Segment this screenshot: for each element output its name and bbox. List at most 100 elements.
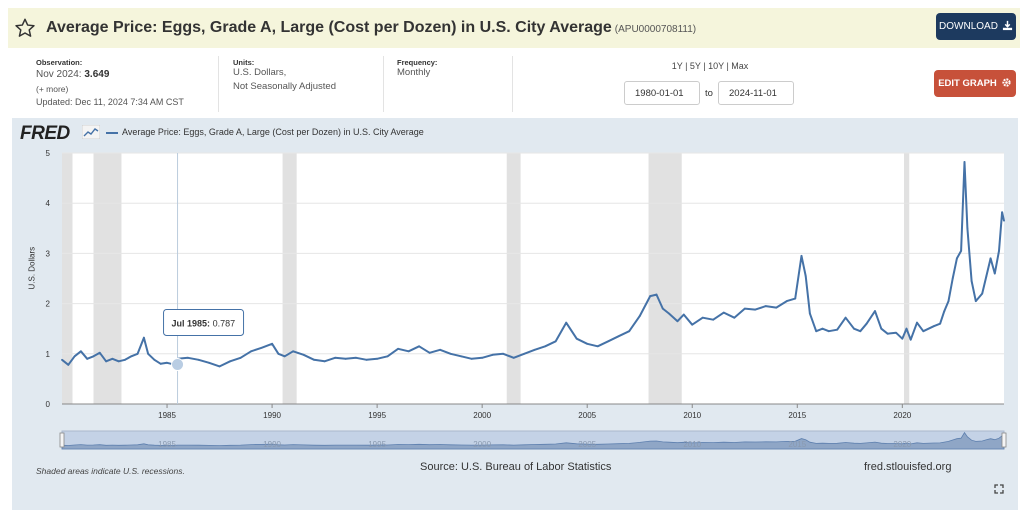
navigator-series: [61, 431, 1005, 450]
edit-graph-button[interactable]: EDIT GRAPH: [934, 70, 1016, 97]
navigator-tick-label: 2015: [788, 440, 806, 449]
data-point: [905, 327, 908, 330]
data-point: [449, 352, 452, 355]
download-icon: [1002, 20, 1013, 34]
data-point: [607, 340, 610, 343]
data-point: [302, 353, 305, 356]
divider: [218, 56, 219, 112]
legend-label: Average Price: Eggs, Grade A, Large (Cos…: [122, 127, 424, 137]
data-point: [989, 257, 992, 260]
observation-value: 3.649: [84, 69, 110, 80]
y-tick-label: 2: [46, 300, 51, 309]
data-point: [859, 330, 862, 333]
data-point: [922, 330, 925, 333]
data-point: [260, 346, 263, 349]
x-tick-label: 1990: [263, 411, 281, 420]
data-point: [800, 255, 803, 257]
data-point: [628, 330, 631, 333]
data-point: [895, 331, 897, 334]
data-point: [853, 327, 855, 330]
data-point: [292, 350, 294, 353]
data-point: [365, 358, 368, 361]
frequency-value: Monthly: [397, 67, 431, 78]
data-point: [147, 352, 150, 355]
legend-swatch: [106, 132, 118, 134]
data-point: [638, 315, 641, 318]
data-point: [428, 351, 431, 354]
tooltip-label: Jul 1985: 0.787: [172, 318, 236, 328]
data-point: [554, 340, 557, 343]
data-point: [208, 361, 210, 364]
data-point: [661, 307, 664, 310]
navigator-tick-label: 2020: [893, 440, 911, 449]
y-tick-label: 3: [46, 249, 51, 258]
data-point: [80, 350, 82, 353]
data-point: [682, 313, 685, 316]
data-point: [743, 307, 746, 310]
data-point: [963, 161, 966, 163]
data-point: [886, 332, 889, 335]
data-point: [407, 350, 410, 353]
data-point: [159, 362, 162, 365]
data-point: [418, 345, 421, 348]
data-point: [533, 348, 536, 351]
data-point: [764, 305, 767, 308]
divider: [383, 56, 384, 112]
data-point: [197, 358, 200, 361]
data-point: [86, 357, 89, 360]
star-icon[interactable]: [14, 17, 36, 39]
data-point: [523, 352, 526, 355]
start-date-input[interactable]: 1980-01-01: [624, 81, 700, 105]
data-point: [974, 300, 977, 302]
fred-logo: FRED: [20, 123, 70, 144]
recession-band: [62, 153, 73, 404]
data-point: [187, 356, 189, 359]
hover-marker: [171, 357, 185, 371]
series-line: [61, 161, 1005, 368]
data-point: [617, 335, 620, 338]
data-point: [836, 328, 839, 331]
fullscreen-icon[interactable]: [994, 484, 1004, 494]
data-point: [754, 308, 757, 311]
data-point: [92, 355, 95, 358]
data-point: [512, 356, 515, 359]
y-tick-label: 4: [46, 199, 51, 208]
recession-note: Shaded areas indicate U.S. recessions.: [36, 466, 185, 476]
data-point: [981, 292, 984, 295]
data-point: [491, 353, 494, 356]
data-point: [916, 321, 918, 324]
page-title: Average Price: Eggs, Grade A, Large (Cos…: [46, 19, 696, 37]
source-text: Source: U.S. Bureau of Labor Statistics: [420, 461, 612, 473]
data-point: [61, 358, 63, 361]
data-point: [951, 277, 954, 280]
data-point: [544, 345, 547, 348]
fred-logo-icon: [82, 125, 100, 139]
x-tick-label: 2010: [683, 411, 701, 420]
download-label: DOWNLOAD: [939, 21, 998, 32]
divider: [512, 56, 513, 112]
x-tick-label: 2005: [578, 411, 596, 420]
data-point: [804, 275, 807, 277]
range-navigator[interactable]: 1985 1990 1995 2000 2005 2010 2015 2020: [59, 430, 1007, 450]
navigator-handle-right: [1001, 432, 1007, 448]
download-button[interactable]: DOWNLOAD: [936, 13, 1016, 40]
range-presets[interactable]: 1Y | 5Y | 10Y | Max: [671, 61, 749, 71]
fred-url[interactable]: fred.stlouisfed.org: [864, 461, 952, 473]
data-point: [808, 312, 811, 315]
data-point: [960, 249, 963, 252]
more-link[interactable]: (+ more): [36, 84, 69, 94]
navigator-tick-label: 2000: [473, 440, 491, 449]
end-date-input[interactable]: 2024-11-01: [718, 81, 794, 105]
data-point: [985, 275, 988, 277]
data-point: [712, 318, 715, 321]
data-point: [271, 342, 273, 345]
data-point: [827, 330, 830, 333]
navigator-tick-label: 1985: [158, 440, 176, 449]
data-point: [355, 356, 358, 359]
units-label: Units:: [233, 58, 255, 67]
recession-band: [648, 153, 682, 404]
data-point: [956, 257, 958, 260]
data-point: [344, 357, 347, 360]
title-bar: Average Price: Eggs, Grade A, Large (Cos…: [8, 8, 1020, 48]
